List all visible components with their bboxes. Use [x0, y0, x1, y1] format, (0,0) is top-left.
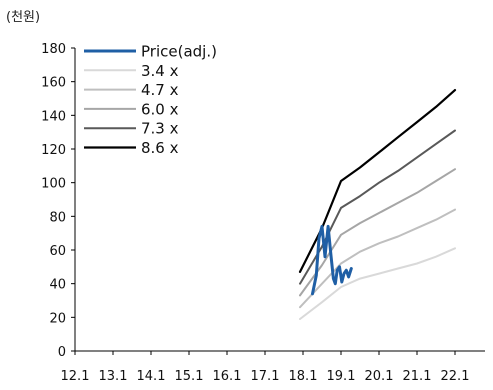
legend-label: 8.6 x: [141, 139, 179, 157]
x-tick-label: 14.1: [137, 369, 166, 384]
x-tick-label: 20.1: [365, 369, 394, 384]
legend-label: 7.3 x: [141, 120, 179, 138]
x-tick-label: 18.1: [289, 369, 318, 384]
x-tick-label: 17.1: [251, 369, 280, 384]
y-tick-label: 100: [41, 177, 66, 192]
x-tick-label: 13.1: [99, 369, 128, 384]
legend: Price(adj.)3.4 x4.7 x6.0 x 7.3 x8.6 x: [84, 43, 217, 157]
legend-label: 4.7 x: [141, 81, 179, 99]
legend-label: Price(adj.): [141, 43, 217, 61]
y-tick-label: 120: [41, 143, 66, 158]
series-line-8-6-x: [298, 89, 457, 273]
y-tick-label: 140: [41, 109, 66, 124]
y-tick-label: 0: [58, 345, 66, 360]
series-line-price-adj-: [311, 224, 353, 296]
x-tick-label: 16.1: [213, 369, 242, 384]
x-tick-label: 15.1: [175, 369, 204, 384]
y-tick-label: 60: [49, 244, 66, 259]
series-line-6-0-x: [299, 168, 456, 297]
x-tick-label: 22.1: [441, 369, 470, 384]
y-tick-label: 180: [41, 42, 66, 57]
legend-label: 6.0 x: [141, 100, 179, 118]
y-tick-label: 40: [49, 278, 66, 293]
y-tick-label: 160: [41, 76, 66, 91]
series-line-3-4-x: [299, 247, 456, 320]
series-layer: [298, 89, 457, 320]
x-tick-label: 19.1: [327, 369, 356, 384]
axes: 0 20 40 60 80 100 120 140 160 180 12.1 13.1 14.1 15.1…: [41, 42, 485, 384]
x-tick-label: 12.1: [61, 369, 90, 384]
y-tick-label: 80: [49, 210, 66, 225]
series-line-4-7-x: [299, 208, 456, 309]
y-tick-label: 20: [49, 311, 66, 326]
legend-label: 3.4 x: [141, 62, 179, 80]
y-unit-label: (천원): [6, 10, 41, 25]
x-tick-label: 21.1: [403, 369, 432, 384]
